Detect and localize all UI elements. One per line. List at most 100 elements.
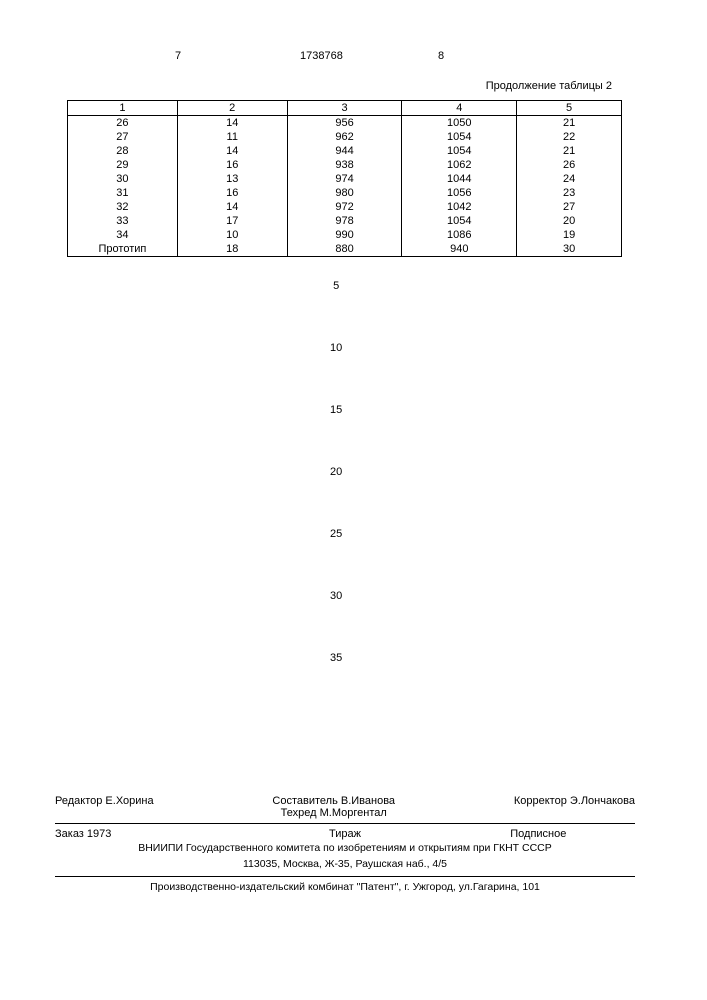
techred-name: М.Моргентал [320,807,387,819]
table-row: 3214972104227 [68,200,622,214]
table-header-cell: 1 [68,101,178,116]
corrector-name: Э.Лончакова [570,795,635,807]
line-number: 15 [330,404,342,416]
page-number-right: 8 [438,50,444,62]
table-header-cell: 5 [517,101,622,116]
table-cell: 27 [68,130,178,144]
line-number: 30 [330,590,342,602]
table-row: 3013974104424 [68,172,622,186]
table-cell: 27 [517,200,622,214]
table-row: 2916938106226 [68,158,622,172]
table-cell: 1054 [402,144,517,158]
table-cell: 944 [287,144,402,158]
line-number: 25 [330,528,342,540]
table-cell: 34 [68,228,178,242]
line-numbers: 5 10 15 20 25 30 35 [330,280,342,714]
table-cell: 23 [517,186,622,200]
line-number: 10 [330,342,342,354]
table-cell: 956 [287,116,402,131]
table-header-cell: 2 [177,101,287,116]
editor-name: Е.Хорина [105,795,153,807]
table-cell: 1054 [402,214,517,228]
techred-label: Техред [281,807,317,819]
table-cell: 1054 [402,130,517,144]
table-cell: Прототип [68,242,178,257]
table-cell: 31 [68,186,178,200]
table-cell: 14 [177,116,287,131]
table-row: 2614956105021 [68,116,622,131]
table-cell: 30 [517,242,622,257]
table-cell: 974 [287,172,402,186]
table-cell: 30 [68,172,178,186]
table-cell: 880 [287,242,402,257]
order-row: Заказ 1973 Тираж Подписное [55,828,635,840]
compiler-techred-credit: Составитель В.Иванова Техред М.Моргентал [272,795,395,819]
table-row: Прототип1888094030 [68,242,622,257]
subscription-label: Подписное [442,828,635,840]
table-cell: 14 [177,144,287,158]
table-row: 2711962105422 [68,130,622,144]
corrector-credit: Корректор Э.Лончакова [514,795,635,819]
divider [55,876,635,877]
table-cell: 10 [177,228,287,242]
document-number: 1738768 [300,50,343,62]
line-number: 35 [330,652,342,664]
table-cell: 1062 [402,158,517,172]
divider [55,823,635,824]
table-cell: 21 [517,116,622,131]
table-cell: 26 [517,158,622,172]
table-cell: 33 [68,214,178,228]
table-cell: 29 [68,158,178,172]
table-continuation-label: Продолжение таблицы 2 [486,80,612,92]
compiler-name: В.Иванова [341,795,395,807]
editor-label: Редактор [55,795,102,807]
table-cell: 19 [517,228,622,242]
line-number: 5 [330,280,342,292]
table-cell: 20 [517,214,622,228]
table-cell: 16 [177,186,287,200]
table-cell: 22 [517,130,622,144]
address-line: 113035, Москва, Ж-35, Раушская наб., 4/5 [55,856,635,872]
table-header-cell: 4 [402,101,517,116]
table-header-cell: 3 [287,101,402,116]
table-cell: 962 [287,130,402,144]
order-number: 1973 [87,828,111,840]
table-cell: 21 [517,144,622,158]
table-cell: 990 [287,228,402,242]
table-cell: 14 [177,200,287,214]
table-cell: 11 [177,130,287,144]
table-cell: 26 [68,116,178,131]
table-cell: 17 [177,214,287,228]
table-cell: 32 [68,200,178,214]
table-row: 3317978105420 [68,214,622,228]
table-row: 3410990108619 [68,228,622,242]
table-cell: 1050 [402,116,517,131]
table-cell: 13 [177,172,287,186]
page-number-left: 7 [175,50,181,62]
table-cell: 18 [177,242,287,257]
compiler-label: Составитель [272,795,337,807]
line-number: 20 [330,466,342,478]
table-row: 3116980105623 [68,186,622,200]
table-cell: 938 [287,158,402,172]
table-cell: 1042 [402,200,517,214]
vniipi-line: ВНИИПИ Государственного комитета по изоб… [55,840,635,856]
data-table: 1234526149561050212711962105422281494410… [67,100,622,257]
table-cell: 1086 [402,228,517,242]
table-cell: 978 [287,214,402,228]
table-cell: 940 [402,242,517,257]
table-cell: 24 [517,172,622,186]
table-cell: 28 [68,144,178,158]
table-cell: 16 [177,158,287,172]
order-label: Заказ [55,828,84,840]
table-row: 2814944105421 [68,144,622,158]
editor-credit: Редактор Е.Хорина [55,795,154,819]
table-cell: 972 [287,200,402,214]
corrector-label: Корректор [514,795,567,807]
table-cell: 1056 [402,186,517,200]
patent-combine-line: Производственно-издательский комбинат "П… [55,881,635,893]
credits-block: Редактор Е.Хорина Составитель В.Иванова … [55,795,635,893]
tirage-label: Тираж [248,828,441,840]
table-cell: 1044 [402,172,517,186]
table-cell: 980 [287,186,402,200]
